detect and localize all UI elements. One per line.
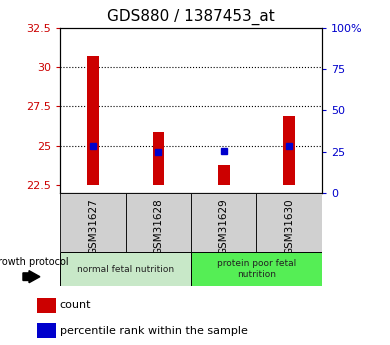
Text: GSM31630: GSM31630 bbox=[284, 198, 294, 255]
Text: protein poor fetal
nutrition: protein poor fetal nutrition bbox=[217, 259, 296, 279]
Text: count: count bbox=[60, 300, 91, 310]
Text: percentile rank within the sample: percentile rank within the sample bbox=[60, 326, 248, 336]
Bar bbox=[37, 323, 57, 338]
Title: GDS880 / 1387453_at: GDS880 / 1387453_at bbox=[107, 9, 275, 25]
Bar bbox=[152, 132, 164, 185]
Bar bbox=[218, 165, 230, 185]
Bar bbox=[37, 297, 57, 313]
Bar bbox=[191, 193, 257, 252]
Bar bbox=[257, 193, 322, 252]
Text: GSM31627: GSM31627 bbox=[88, 198, 98, 255]
Bar bbox=[126, 193, 191, 252]
Text: GSM31629: GSM31629 bbox=[219, 198, 229, 255]
Text: normal fetal nutrition: normal fetal nutrition bbox=[77, 265, 174, 274]
FancyArrow shape bbox=[23, 270, 40, 283]
Text: GSM31628: GSM31628 bbox=[153, 198, 163, 255]
Bar bbox=[283, 116, 295, 185]
Bar bbox=[60, 252, 191, 286]
Bar bbox=[191, 252, 322, 286]
Bar bbox=[60, 193, 126, 252]
Text: growth protocol: growth protocol bbox=[0, 257, 69, 266]
Bar bbox=[87, 56, 99, 185]
